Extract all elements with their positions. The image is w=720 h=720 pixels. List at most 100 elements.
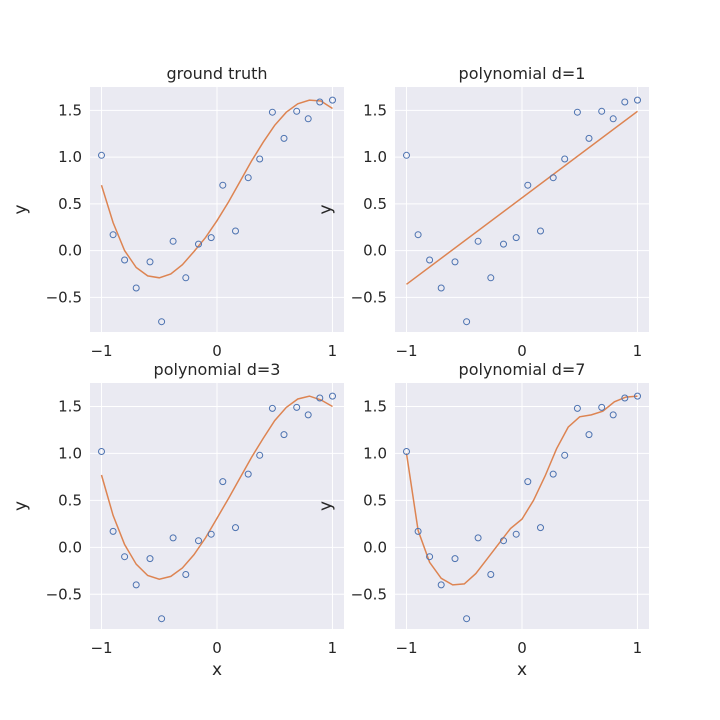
data-point (474, 237, 482, 245)
data-point (598, 107, 606, 115)
data-point (121, 553, 129, 561)
data-point (146, 258, 154, 266)
fit-curve (100, 395, 333, 580)
data-point (316, 98, 324, 106)
data-point (634, 392, 641, 400)
data-point (121, 256, 129, 264)
data-point (207, 234, 215, 242)
panel-polynomial-d7: −0.5 0.0 0.5 1.0 1.5 −1 0 1 polynomial d=7 y x (316, 360, 649, 680)
y-tick-label: 0.5 (363, 195, 387, 213)
y-tick-label: 0.0 (58, 242, 82, 260)
data-point (474, 534, 482, 542)
data-point (219, 478, 227, 486)
y-tick-label: −0.5 (46, 585, 82, 603)
data-point (146, 555, 154, 563)
data-point (268, 404, 276, 412)
y-tick-label: 1.5 (58, 397, 82, 415)
y-axis-label: y (11, 204, 31, 214)
y-tick-label: −0.5 (351, 288, 387, 306)
x-tick-label: −1 (395, 342, 417, 360)
y-tick-label: 0.5 (363, 491, 387, 509)
data-point (256, 155, 264, 163)
data-point (304, 411, 312, 419)
data-point (232, 524, 239, 532)
data-point (316, 394, 324, 402)
data-point (463, 318, 471, 326)
data-point (268, 108, 276, 116)
y-tick-label: 1.0 (363, 148, 387, 166)
x-tick-label: −1 (395, 639, 417, 657)
x-axis-label: x (212, 660, 222, 680)
data-point (403, 151, 410, 159)
x-tick-label: 0 (212, 639, 222, 657)
y-tick-label: 1.0 (58, 444, 82, 462)
y-axis-label: y (11, 501, 31, 511)
data-point (573, 404, 581, 412)
data-point (195, 240, 202, 248)
x-tick-label: −1 (90, 639, 112, 657)
x-tick-label: 1 (328, 342, 338, 360)
data-point (293, 107, 301, 115)
panel-polynomial-d1: −0.5 0.0 0.5 1.0 1.5 −1 0 1 polynomial d=1 y (316, 64, 649, 360)
data-point (537, 524, 544, 532)
y-tick-label: −0.5 (46, 288, 82, 306)
data-point (634, 96, 641, 104)
y-tick-label: 0.0 (363, 538, 387, 556)
data-point (585, 134, 593, 142)
data-point (244, 174, 252, 182)
y-tick-label: 1.0 (363, 444, 387, 462)
data-point (585, 431, 593, 439)
data-point (487, 274, 495, 282)
data-point (98, 448, 105, 455)
data-point (132, 581, 140, 589)
panel-ground-truth: −0.5 0.0 0.5 1.0 1.5 −1 0 1 ground truth y (11, 64, 344, 360)
data-point (195, 537, 202, 545)
data-point (304, 115, 312, 123)
y-tick-label: 1.5 (58, 101, 82, 119)
data-point (463, 615, 471, 623)
x-tick-label: 1 (328, 639, 338, 657)
panel-title: ground truth (166, 64, 267, 83)
data-point (549, 174, 557, 182)
data-point (621, 394, 629, 402)
data-point (329, 392, 336, 400)
data-point (169, 534, 177, 542)
x-tick-label: 0 (517, 342, 527, 360)
y-tick-label: 0.0 (363, 242, 387, 260)
data-point (414, 527, 422, 535)
data-point (609, 115, 617, 123)
x-tick-label: 0 (517, 639, 527, 657)
data-point (98, 151, 105, 159)
data-point (500, 240, 507, 248)
x-tick-label: 1 (633, 342, 643, 360)
data-point (512, 234, 520, 242)
data-point (158, 318, 166, 326)
data-point (426, 256, 434, 264)
data-point (549, 470, 557, 478)
x-tick-label: −1 (90, 342, 112, 360)
y-tick-label: 1.5 (363, 101, 387, 119)
data-point (500, 537, 507, 545)
data-point (426, 553, 434, 561)
y-tick-label: 0.5 (58, 195, 82, 213)
data-point (256, 451, 264, 459)
data-point (182, 274, 190, 282)
data-point (182, 571, 190, 578)
data-point (621, 98, 629, 106)
data-point (232, 227, 239, 235)
data-point (109, 231, 117, 239)
panel-title: polynomial d=3 (154, 360, 281, 379)
data-point (280, 431, 288, 439)
data-point (609, 411, 617, 419)
data-point (293, 403, 301, 411)
y-tick-label: 0.0 (58, 538, 82, 556)
fit-curve (100, 99, 333, 279)
data-point (158, 615, 166, 623)
data-point (414, 231, 422, 239)
panel-polynomial-d3: −0.5 0.0 0.5 1.0 1.5 −1 0 1 polynomial d=3 y x (11, 360, 344, 680)
y-tick-label: 1.5 (363, 397, 387, 415)
data-point (524, 181, 532, 189)
fit-curve (405, 395, 638, 586)
x-axis-label: x (517, 660, 527, 680)
